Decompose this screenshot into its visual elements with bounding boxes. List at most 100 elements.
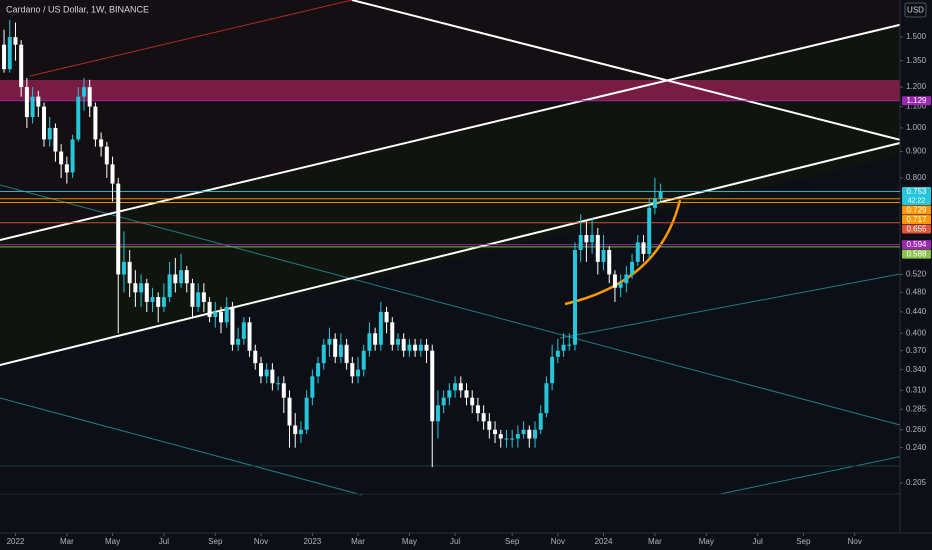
candle-body [395,338,400,345]
candle-body [584,235,589,243]
y-tick-label: 0.310 [906,385,927,394]
x-tick-label: Nov [254,537,268,546]
trend-line [0,19,921,241]
candle-body [99,139,104,147]
candle-body [316,363,321,377]
y-tick-label: 0.480 [906,287,927,296]
candle-body [607,249,612,275]
price-tag-label: 0.717 [906,215,927,224]
candle-body [293,425,298,435]
candle-body [367,333,372,351]
x-tick-label: Sep [505,537,520,546]
trend-line [29,0,353,77]
candle-body [515,434,520,439]
candle-body [447,390,452,398]
candle-body [53,127,58,152]
candle-body [493,429,498,435]
x-tick-label: Nov [551,537,565,546]
candle-body [435,405,440,422]
price-tag-label: 0.753 [906,187,927,196]
price-tag [902,205,931,215]
candle-body [133,283,138,293]
x-tick-label: Jul [450,537,460,546]
candle-body [179,270,184,284]
candle-body [527,429,532,439]
candle-body [373,333,378,345]
x-tick-label: Mar [60,537,74,546]
currency-box[interactable] [904,2,927,18]
y-tick-label: 1.200 [906,82,927,91]
currency[interactable]: USD [907,6,924,15]
candle-body [618,283,623,288]
candle-body [116,183,121,275]
candle-body [81,87,86,97]
trend-line [0,184,901,426]
candle-body [561,344,566,351]
candle-body [441,397,446,406]
price-tag-label: 1.129 [906,96,927,105]
candle-body [475,405,480,414]
candle-body [42,106,47,140]
y-tick-label: 1.000 [906,123,927,132]
candle-body [93,106,98,140]
x-tick-label: May [699,537,714,546]
candle-body [538,413,543,430]
price-tag-label: 0.588 [906,250,927,259]
trend-line [351,0,932,149]
y-tick-label: 0.260 [906,425,927,434]
candle-body [236,338,241,345]
candle-body [344,344,349,364]
candle-body [378,311,383,345]
candle-body [504,438,509,440]
candle-body [219,311,224,323]
x-tick-label: Nov [848,537,862,546]
candle-body [13,37,18,45]
candle-body [498,434,503,439]
candle-body [635,242,640,262]
candle-body [555,350,560,357]
candle-body [401,338,406,351]
candle-body [24,87,29,117]
y-tick-label: 1.100 [906,102,927,111]
candle-body [173,274,178,284]
x-tick-label: 2023 [303,537,321,546]
curve-annotation [564,199,682,306]
candle-body [658,191,663,199]
candle-body [321,344,326,364]
candle-body [207,301,212,318]
candle-body [612,274,617,288]
x-tick-label: May [402,537,417,546]
price-tag [902,249,931,259]
candle-body [156,297,161,307]
candle-body [184,270,189,284]
candle-body [652,198,657,208]
candle-body [533,429,538,439]
candle-body [338,344,343,357]
candle-body [276,383,281,385]
candle-body [350,363,355,377]
zone-shade [0,20,932,365]
candle-body [390,322,395,345]
candle-body [544,383,549,414]
price-tag-label: 0.655 [906,224,927,233]
x-tick-label: May [105,537,120,546]
y-tick-label: 0.520 [906,270,927,279]
candle-body [310,376,315,398]
candle-body [453,383,458,391]
candle-body [104,146,109,165]
chart-title: Cardano / US Dollar, 1W, BINANCE [6,4,149,14]
candle-body [430,350,435,422]
candle-body [464,390,469,398]
candle-body [139,283,144,293]
y-tick-label: 0.900 [906,147,927,156]
trend-line [0,142,901,366]
candle-body [247,322,252,351]
candle-body [458,383,463,391]
candle-body [361,350,366,370]
candle-body [424,344,429,351]
y-tick-label: 0.240 [906,443,927,452]
zone-shade [0,0,932,240]
candle-body [304,397,309,430]
candle-body [213,311,218,318]
